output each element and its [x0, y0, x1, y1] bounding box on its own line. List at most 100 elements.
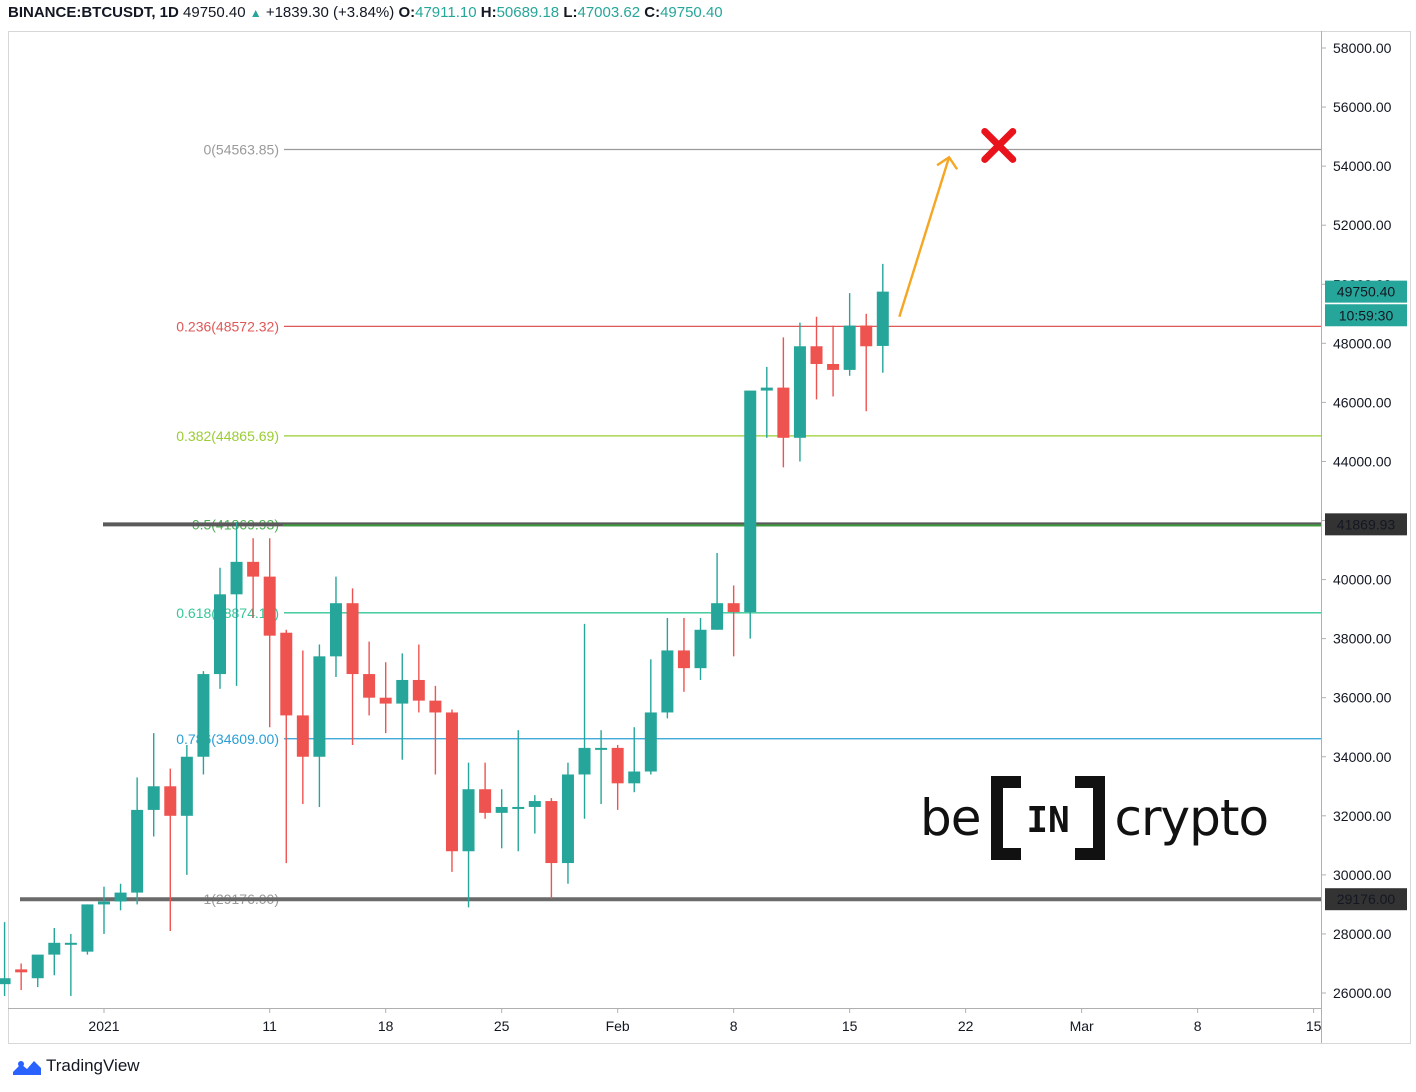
- price-tick-label: 48000.00: [1333, 335, 1392, 351]
- candle-body: [843, 325, 856, 370]
- candle-body: [329, 603, 342, 657]
- candle-body: [744, 390, 757, 613]
- candle-body: [64, 942, 77, 945]
- high-label: H:: [480, 4, 497, 21]
- close-label: C:: [644, 4, 661, 21]
- time-axis[interactable]: 2021 11 18 25 Feb 8 15 22 Mar 8 15: [88, 1008, 1322, 1034]
- open-label: O:: [398, 4, 416, 21]
- price-tick-label: 44000.00: [1333, 453, 1392, 469]
- candle-body: [164, 786, 177, 816]
- tradingview-logo[interactable]: TradingView: [12, 1056, 140, 1076]
- candle-body: [661, 650, 674, 713]
- candle-body: [15, 969, 28, 973]
- candle-body: [810, 346, 823, 364]
- price-tick-label: 40000.00: [1333, 572, 1392, 588]
- candle-body: [313, 656, 326, 757]
- price-tick-label: 38000.00: [1333, 631, 1392, 647]
- logo-bracket-box: IN: [987, 772, 1109, 864]
- time-tick-label: 22: [958, 1018, 974, 1034]
- chart-frame: [8, 31, 1411, 1044]
- candle-body: [561, 774, 574, 864]
- fib-label: 0(54563.85): [203, 141, 279, 157]
- candle-body: [180, 756, 193, 816]
- time-tick-label: 8: [1194, 1018, 1202, 1034]
- price-tick-label: 36000.00: [1333, 690, 1392, 706]
- candle-body: [677, 650, 690, 669]
- price-tick-label: 58000.00: [1333, 40, 1392, 56]
- candle-body: [81, 904, 94, 952]
- fib-label: 0.382(44865.69): [176, 428, 279, 444]
- projection-arrow-shaft: [898, 156, 951, 318]
- time-tick-label: 15: [1306, 1018, 1322, 1034]
- candle-body: [296, 715, 309, 757]
- candle-body: [595, 747, 608, 750]
- beincrypto-logo: be IN crypto: [920, 772, 1270, 864]
- horizontal-lines[interactable]: [20, 522, 1321, 902]
- price-tick-label: 52000.00: [1333, 217, 1392, 233]
- time-tick-label: 15: [842, 1018, 858, 1034]
- price-tick-label: 30000.00: [1333, 867, 1392, 883]
- candle-body: [479, 789, 492, 813]
- price-tick-label: 28000.00: [1333, 926, 1392, 942]
- candle-body: [346, 603, 359, 675]
- candle-body: [545, 801, 558, 864]
- candles: [0, 263, 889, 996]
- countdown-tag-bg: [1325, 304, 1407, 327]
- candle-body: [860, 325, 873, 347]
- candle-body: [611, 747, 624, 784]
- candle-body: [412, 679, 425, 701]
- logo-text-crypto: crypto: [1114, 789, 1270, 847]
- candle-body: [876, 291, 889, 346]
- high-value: 50689.18: [496, 4, 560, 21]
- candle-body: [31, 954, 44, 979]
- candle-body: [48, 942, 61, 955]
- fib-label: 0.236(48572.32): [176, 318, 279, 334]
- tradingview-icon: [13, 1061, 41, 1075]
- candle-body: [379, 697, 392, 704]
- last-price-tag-bg: [1325, 280, 1407, 303]
- open-value: 47911.10: [415, 4, 477, 21]
- level-tag-bg: [1325, 513, 1407, 536]
- candle-body: [247, 561, 260, 577]
- candle-body: [528, 801, 541, 807]
- target-cross-icon: [981, 127, 1017, 163]
- candle-body: [429, 700, 442, 713]
- annotations: [898, 127, 1017, 318]
- time-tick-label: Feb: [606, 1018, 630, 1034]
- price-tick-label: 56000.00: [1333, 99, 1392, 115]
- time-tick-label: Mar: [1070, 1018, 1094, 1034]
- countdown-tag: 10:59:30: [1339, 307, 1394, 323]
- candle-body: [512, 806, 525, 809]
- price-tick-label: 54000.00: [1333, 158, 1392, 174]
- candle-body: [462, 789, 475, 852]
- candle-body: [445, 712, 458, 852]
- price-tick-label: 26000.00: [1333, 985, 1392, 1001]
- candle-body: [777, 387, 790, 438]
- level-tag: 29176.00: [1337, 891, 1396, 907]
- last-price-tag: 49750.40: [1337, 284, 1396, 300]
- price-tick-label: 46000.00: [1333, 394, 1392, 410]
- candle-body: [114, 892, 127, 902]
- symbol-label[interactable]: BINANCE:BTCUSDT, 1D: [8, 4, 179, 21]
- candle-body: [578, 747, 591, 775]
- up-triangle-icon: ▲: [249, 6, 262, 20]
- candle-body: [644, 712, 657, 772]
- fib-label: 0.786(34609.00): [176, 731, 279, 747]
- candle-body: [760, 387, 773, 391]
- low-label: L:: [563, 4, 578, 21]
- candle-body: [280, 632, 293, 716]
- candle-body: [98, 901, 110, 905]
- price-change: +1839.30 (+3.84%): [265, 4, 395, 21]
- candle-body: [363, 674, 376, 698]
- candle-body: [197, 674, 210, 757]
- level-tag: 41869.93: [1337, 516, 1396, 532]
- time-tick-label: 18: [378, 1018, 394, 1034]
- candle-body: [827, 363, 840, 370]
- price-tags: 49750.40 10:59:30 41869.93 29176.00: [1325, 280, 1407, 911]
- time-tick-label: 8: [730, 1018, 738, 1034]
- fib-label: 0.618(38874.16): [176, 605, 279, 621]
- level-tag-bg: [1325, 888, 1407, 911]
- chart-header: BINANCE:BTCUSDT, 1D 49750.40 ▲ +1839.30 …: [8, 4, 723, 21]
- last-price: 49750.40: [183, 4, 246, 21]
